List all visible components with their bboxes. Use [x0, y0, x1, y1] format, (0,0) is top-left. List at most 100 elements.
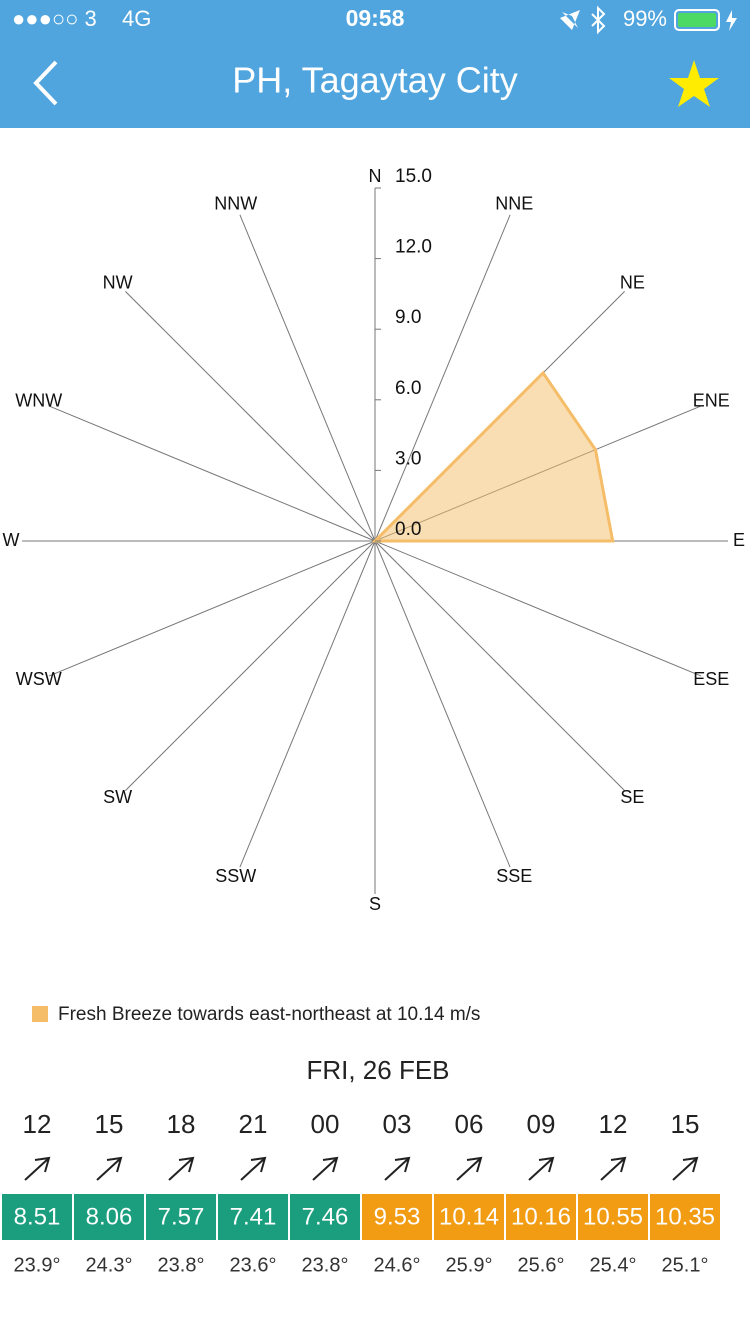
- legend-text: Fresh Breeze towards east-northeast at 1…: [58, 1004, 480, 1025]
- battery-icon: [674, 9, 737, 31]
- wind-arrow: [168, 1156, 195, 1181]
- direction-label: ESE: [693, 669, 729, 689]
- speed-cell: [2, 1194, 72, 1240]
- speed-cell: [650, 1194, 720, 1240]
- speed-value: 10.14: [439, 1203, 499, 1230]
- wind-arrow: [528, 1156, 555, 1181]
- temperature: 24.6°: [374, 1254, 421, 1276]
- direction-label: SW: [103, 787, 132, 807]
- wind-arrow: [456, 1156, 483, 1181]
- direction-label: S: [369, 894, 381, 914]
- wind-arrow: [240, 1156, 267, 1181]
- direction-label: NNW: [214, 193, 257, 213]
- direction-label: NW: [103, 272, 133, 292]
- radial-tick-label: 12.0: [395, 237, 432, 258]
- battery-percent: 99%: [623, 6, 667, 31]
- temperature: 23.8°: [302, 1254, 349, 1276]
- speed-cell: [506, 1194, 576, 1240]
- speed-value: 10.16: [511, 1203, 571, 1230]
- temperature: 23.6°: [230, 1254, 277, 1276]
- radar-area: [371, 370, 615, 543]
- wind-arrow: [312, 1156, 339, 1181]
- forecast-hour: 15: [671, 1109, 700, 1139]
- radial-tick-label: 6.0: [395, 378, 421, 399]
- location-icon: [560, 10, 580, 30]
- direction-label: N: [369, 166, 382, 186]
- speed-cell: [362, 1194, 432, 1240]
- header-bar: [0, 0, 750, 128]
- temperature: 25.9°: [446, 1254, 493, 1276]
- wind-arrow: [96, 1156, 123, 1181]
- forecast-hour: 03: [383, 1109, 412, 1139]
- back-button[interactable]: [33, 60, 58, 106]
- network: 4G: [122, 6, 151, 31]
- speed-cell: [218, 1194, 288, 1240]
- speed-cell: [74, 1194, 144, 1240]
- speed-value: 8.06: [86, 1203, 133, 1230]
- temperature: 25.6°: [518, 1254, 565, 1276]
- direction-label: SSE: [496, 866, 532, 886]
- speed-cell: [434, 1194, 504, 1240]
- speed-value: 7.57: [158, 1203, 205, 1230]
- wind-arrow: [600, 1156, 627, 1181]
- forecast-hour: 21: [239, 1109, 268, 1139]
- spoke: [48, 405, 376, 542]
- speed-cell: [578, 1194, 648, 1240]
- temperature: 23.9°: [14, 1254, 61, 1276]
- clock: 09:58: [346, 5, 405, 31]
- forecast-date: FRI, 26 FEB: [306, 1055, 449, 1085]
- speed-cell: [146, 1194, 216, 1240]
- direction-label: WNW: [15, 390, 62, 410]
- header-title: PH, Tagaytay City: [232, 60, 517, 101]
- direction-label: SE: [620, 787, 644, 807]
- forecast-hour: 12: [599, 1109, 628, 1139]
- forecast-hour: 00: [311, 1109, 340, 1139]
- speed-value: 10.55: [583, 1203, 643, 1230]
- wind-arrow: [672, 1156, 699, 1181]
- spoke: [239, 540, 376, 868]
- temperature: 25.4°: [590, 1254, 637, 1276]
- spoke: [48, 540, 376, 677]
- direction-label: WSW: [16, 669, 62, 689]
- speed-value: 8.51: [14, 1203, 61, 1230]
- direction-label: E: [733, 530, 745, 550]
- direction-label: NNE: [495, 193, 533, 213]
- radial-tick-label: 15.0: [395, 166, 432, 187]
- forecast-hour: 15: [95, 1109, 124, 1139]
- speed-value: 10.35: [655, 1203, 715, 1230]
- legend-swatch: [32, 1006, 48, 1022]
- forecast-strip: 12 8.51 23.9° 15 8.06 24.3° 18 7.57 23.8° 21 7.41 2…: [2, 1109, 720, 1276]
- direction-label: W: [3, 530, 20, 550]
- spoke: [239, 214, 376, 542]
- temperature: 24.3°: [86, 1254, 133, 1276]
- bluetooth-icon: [591, 5, 606, 35]
- radial-tick-label: 3.0: [395, 448, 421, 469]
- forecast-hour: 18: [167, 1109, 196, 1139]
- speed-value: 9.53: [374, 1203, 421, 1230]
- forecast-hour: 09: [527, 1109, 556, 1139]
- spoke: [374, 540, 511, 868]
- spoke: [374, 214, 511, 542]
- direction-label: ENE: [693, 390, 730, 410]
- wind-arrow: [384, 1156, 411, 1181]
- radial-tick-label: 9.0: [395, 307, 421, 328]
- direction-label: SSW: [215, 866, 256, 886]
- favorite-star[interactable]: [669, 60, 719, 107]
- speed-value: 7.46: [302, 1203, 349, 1230]
- speed-value: 7.41: [230, 1203, 277, 1230]
- direction-label: NE: [620, 272, 645, 292]
- wind-arrow: [24, 1156, 51, 1181]
- spoke: [374, 540, 625, 791]
- radar-chart: N NNE NE ENE E ESE SE SSE S SSW SW WSW W WNW NW NNW 0.0 3…: [3, 166, 746, 914]
- temperature: 23.8°: [158, 1254, 205, 1276]
- radial-tick-label: 0.0: [395, 519, 421, 540]
- spoke: [125, 540, 376, 791]
- speed-cell: [290, 1194, 360, 1240]
- temperature: 25.1°: [662, 1254, 709, 1276]
- spoke: [125, 291, 376, 542]
- spoke: [374, 540, 702, 677]
- carrier: ●●●○○ 3: [12, 6, 97, 31]
- forecast-hour: 12: [23, 1109, 52, 1139]
